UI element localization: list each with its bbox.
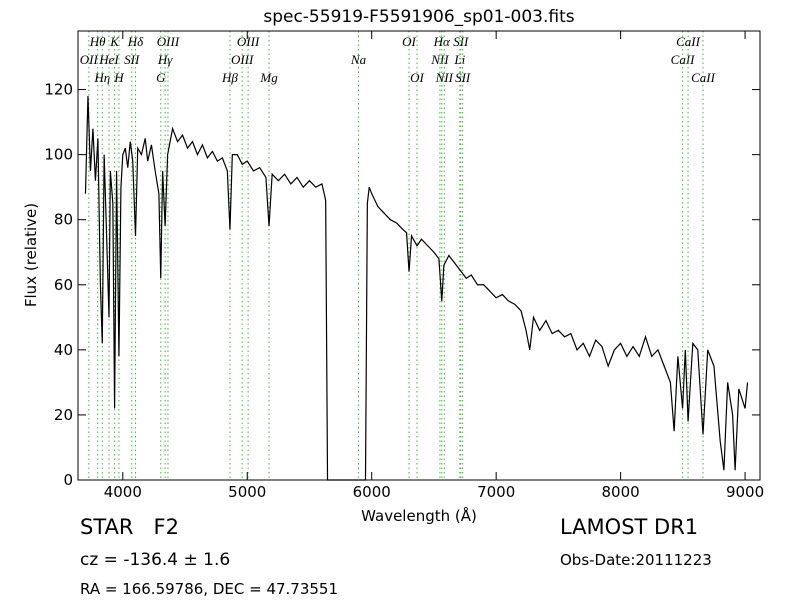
spectral-line-label: Hγ xyxy=(157,52,173,67)
y-tick-label: 20 xyxy=(54,406,73,424)
x-axis-label: Wavelength (Å) xyxy=(361,506,477,525)
redshift: cz = -136.4 ± 1.6 xyxy=(80,550,230,570)
x-tick-label: 7000 xyxy=(477,483,515,501)
spectral-line-label: OII xyxy=(80,52,99,67)
spectral-line-label: Mg xyxy=(259,70,278,85)
spectral-line-label: G xyxy=(156,70,166,85)
obs-date: Obs-Date:20111223 xyxy=(560,551,712,569)
x-tick-label: 8000 xyxy=(602,483,640,501)
y-axis-label: Flux (relative) xyxy=(22,203,40,307)
x-tick-label: 6000 xyxy=(353,483,391,501)
spectral-line-label: SII xyxy=(124,52,140,67)
spectral-line-label: OI xyxy=(410,70,424,85)
spectral-line-label: NII xyxy=(435,70,454,85)
spectral-line-label: Na xyxy=(350,52,367,67)
spectral-line-label: Hθ xyxy=(89,34,106,49)
chart-title: spec-55919-F5591906_sp01-003.fits xyxy=(263,7,574,27)
spectral-line-label: SII xyxy=(453,34,469,49)
coordinates: RA = 166.59786, DEC = 47.73551 xyxy=(80,580,338,598)
spectral-line-label: OIII xyxy=(231,52,254,67)
object-class: STAR F2 xyxy=(80,515,179,539)
spectral-line-label: CaII xyxy=(671,52,696,67)
y-tick-label: 0 xyxy=(63,471,73,489)
spectral-line-label: OI xyxy=(402,34,416,49)
spectral-line-label: Hδ xyxy=(127,34,144,49)
spectral-line-label: H xyxy=(113,70,124,85)
spectral-line-label: SII xyxy=(455,70,471,85)
spectral-line-label: CaII xyxy=(676,34,701,49)
plot-frame xyxy=(77,30,761,481)
survey: LAMOST DR1 xyxy=(560,515,698,539)
y-tick-label: 60 xyxy=(54,276,73,294)
x-tick-label: 9000 xyxy=(726,483,764,501)
spectral-line-label: NII xyxy=(430,52,449,67)
spectral-line-label: Hβ xyxy=(221,70,238,85)
spectral-line-label: Hα xyxy=(433,34,451,49)
spectral-line-label: OIII xyxy=(237,34,260,49)
y-tick-label: 40 xyxy=(54,341,73,359)
x-tick-label: 5000 xyxy=(228,483,266,501)
spectral-line-label: CaII xyxy=(691,70,716,85)
spectral-line-label: Li xyxy=(453,52,465,67)
spectral-line-label: HeI xyxy=(98,52,119,67)
spectral-line-label: OIII xyxy=(157,34,180,49)
y-tick-label: 100 xyxy=(44,146,73,164)
spectral-line-label: Hη xyxy=(93,70,110,85)
spectral-line-label: K xyxy=(109,34,120,49)
spectrum-line xyxy=(84,96,749,481)
y-tick-label: 120 xyxy=(44,81,73,99)
x-tick-label: 4000 xyxy=(104,483,142,501)
y-tick-label: 80 xyxy=(54,211,73,229)
